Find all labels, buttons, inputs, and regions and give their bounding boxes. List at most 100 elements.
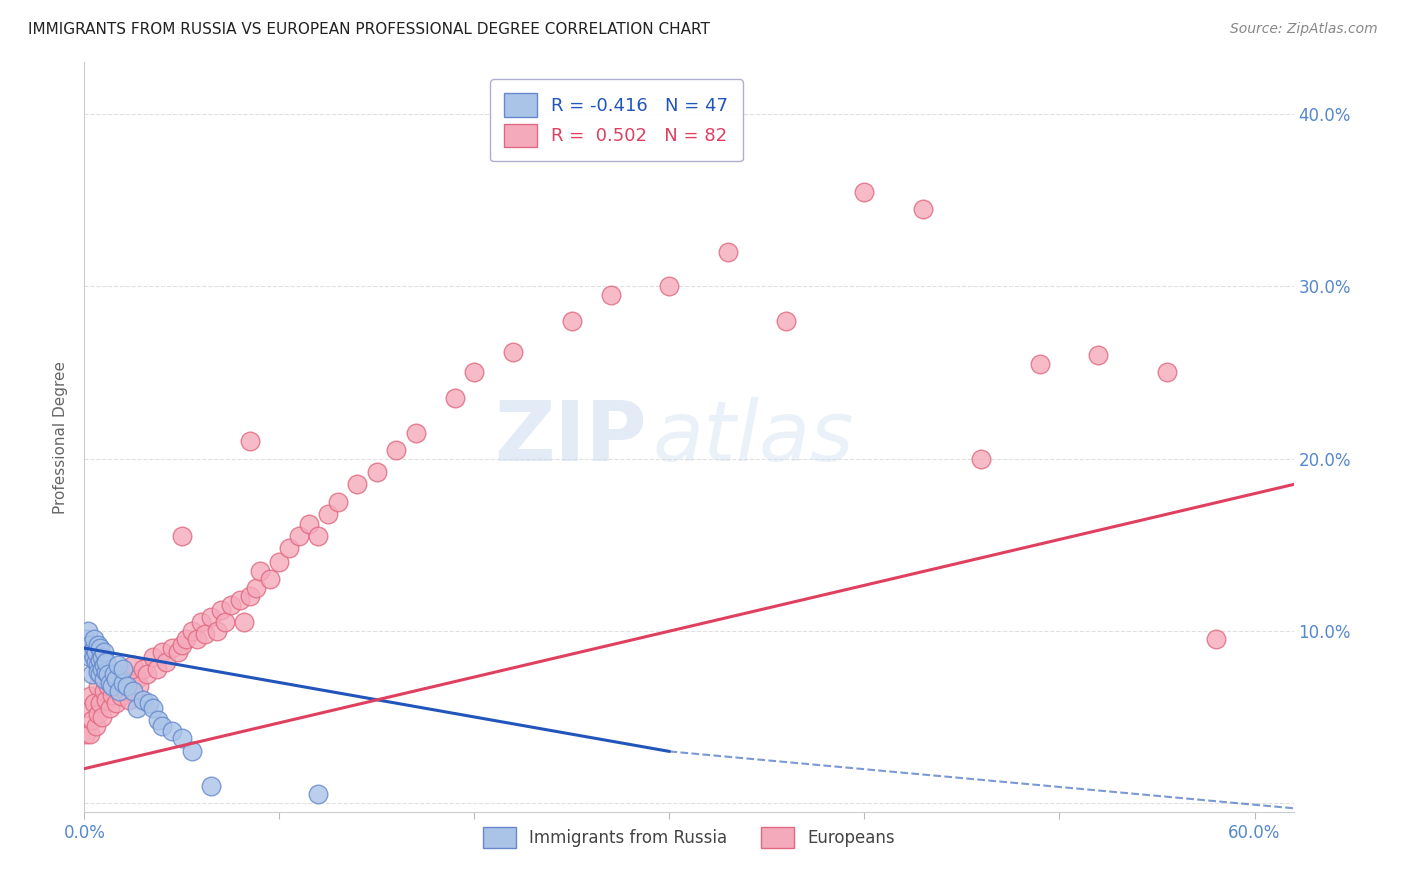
Point [316,507,339,521]
Point [98,701,121,715]
Point [214,615,236,630]
Point [83,632,105,647]
Point [87,658,110,673]
Point [90,662,112,676]
Point [97,667,120,681]
Point [288,529,311,543]
Point [142,701,165,715]
Point [170,529,193,543]
Point [89,667,111,681]
Point [90,710,112,724]
Point [150,644,173,658]
Point [107,658,129,673]
Point [298,517,321,532]
Point [89,696,111,710]
Point [112,675,135,690]
Point [658,279,681,293]
Point [87,665,110,680]
Point [561,314,583,328]
Point [385,442,408,457]
Point [112,675,135,690]
Point [97,679,120,693]
Point [1205,632,1227,647]
Point [190,615,212,630]
Point [93,644,115,658]
Point [108,679,131,693]
Point [1029,357,1052,371]
Point [114,684,136,698]
Point [128,679,150,693]
Point [125,672,148,686]
Point [118,692,141,706]
Point [112,662,135,676]
Point [463,366,485,380]
Point [90,649,112,664]
Point [75,727,97,741]
Point [93,672,115,686]
Point [93,658,115,673]
Point [205,624,228,638]
Point [853,185,876,199]
Point [84,644,107,658]
Point [77,641,100,656]
Point [132,692,155,706]
Point [259,572,281,586]
Point [138,696,160,710]
Point [249,564,271,578]
Point [107,667,129,681]
Point [180,744,202,758]
Point [110,690,132,704]
Point [1156,366,1178,380]
Point [160,641,183,656]
Point [970,451,993,466]
Point [150,718,173,732]
Point [200,779,222,793]
Point [82,667,104,681]
Point [93,684,115,698]
Point [145,662,167,676]
Point [84,718,107,732]
Point [167,644,190,658]
Point [219,598,242,612]
Point [98,675,121,690]
Text: ZIP: ZIP [494,397,647,477]
Point [307,529,329,543]
Point [87,706,110,721]
Point [104,696,127,710]
Point [170,638,193,652]
Point [600,288,623,302]
Point [269,555,291,569]
Point [155,655,177,669]
Point [245,581,267,595]
Point [104,672,127,686]
Point [148,714,170,728]
Point [405,425,427,440]
Point [444,392,467,406]
Point [775,314,797,328]
Point [82,644,104,658]
Point [209,603,232,617]
Point [122,684,145,698]
Point [100,679,122,693]
Point [103,675,125,690]
Point [94,665,117,680]
Point [75,632,97,647]
Point [366,466,388,480]
Point [229,592,252,607]
Point [307,788,329,802]
Point [82,714,104,728]
Point [79,690,101,704]
Point [911,202,934,216]
Point [79,727,101,741]
Point [239,590,262,604]
Point [87,638,110,652]
Point [717,244,740,259]
Point [117,679,139,693]
Point [132,662,155,676]
Legend: Immigrants from Russia, Europeans: Immigrants from Russia, Europeans [474,819,904,855]
Point [1087,348,1109,362]
Point [346,477,368,491]
Point [94,692,117,706]
Point [79,638,101,652]
Point [122,658,145,673]
